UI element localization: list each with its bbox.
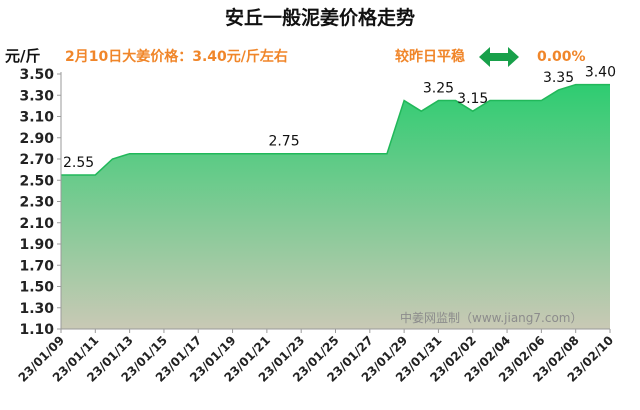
- y-tick-label: 3.50: [19, 67, 54, 83]
- data-label: 2.55: [63, 155, 94, 171]
- plot-area: 1.10 1.30 1.50 1.70 1.90 2.10 2.30 2.50 2.70 2.90…: [16, 65, 617, 385]
- price-note: 2月10日大姜价格：3.40元/斤左右: [65, 48, 288, 65]
- data-label: 3.15: [457, 91, 488, 107]
- y-tick-label: 2.10: [19, 216, 54, 232]
- price-line: [61, 83, 610, 176]
- data-label: 3.25: [423, 81, 454, 97]
- data-label: 2.75: [268, 134, 299, 150]
- y-tick-label: 1.50: [19, 280, 54, 296]
- y-tick-label: 3.30: [19, 88, 54, 104]
- watermark: 中姜网监制（www.jiang7.com）: [400, 310, 582, 325]
- y-tick-label: 2.90: [19, 131, 54, 147]
- chart-title: 安丘一般泥姜价格走势: [225, 6, 415, 29]
- left-right-arrow-icon: [479, 47, 519, 67]
- y-tick-label: 2.30: [19, 195, 54, 211]
- y-tick-label: 1.70: [19, 258, 54, 274]
- change-value: 0.00%: [537, 49, 586, 65]
- y-tick-label: 1.10: [19, 322, 54, 338]
- data-label: 3.35: [543, 70, 574, 86]
- y-tick-label: 2.70: [19, 152, 54, 168]
- price-area: [61, 84, 610, 329]
- y-tick-label: 1.90: [19, 237, 54, 253]
- y-tick-label: 2.50: [19, 173, 54, 189]
- data-label: 3.40: [585, 65, 616, 81]
- y-tick-label: 1.30: [19, 301, 54, 317]
- y-tick-label: 3.10: [19, 110, 54, 126]
- change-label: 较昨日平稳: [395, 48, 465, 65]
- y-axis-unit: 元/斤: [5, 47, 40, 65]
